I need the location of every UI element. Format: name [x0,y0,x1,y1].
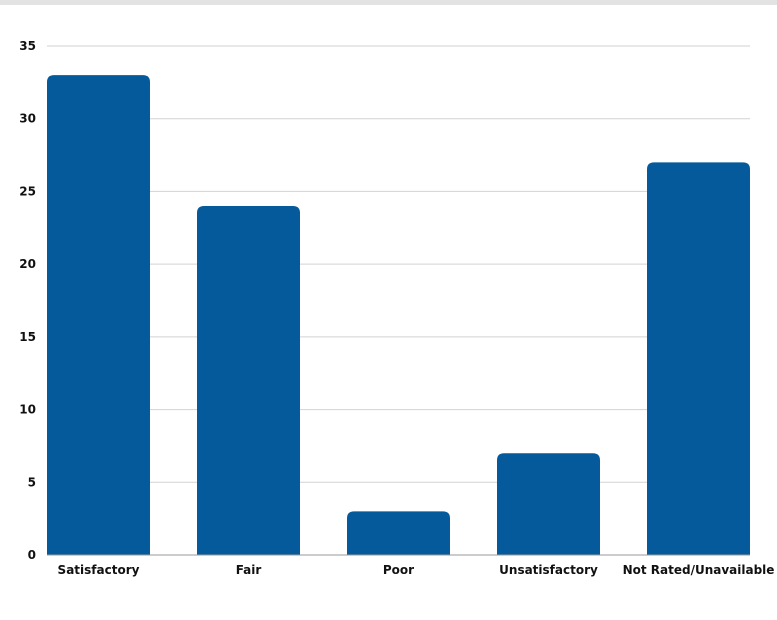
x-category-label: Satisfactory [58,563,140,577]
y-tick-label: 30 [19,112,36,126]
x-category-label: Fair [236,563,262,577]
bar-fair [197,205,300,555]
y-tick-label: 10 [19,403,36,417]
y-axis-ticks: 0 5 10 15 20 25 30 35 [19,39,36,562]
bar-poor [347,511,450,555]
y-tick-label: 35 [19,39,36,53]
y-tick-label: 5 [28,475,36,489]
x-category-label: Poor [383,563,414,577]
x-category-label: Not Rated/Unavailable [623,563,775,577]
x-axis-labels: Satisfactory Fair Poor Unsatisfactory Not Ra… [58,563,775,577]
bar-unsatisfactory [497,453,600,555]
bar-not-rated-unavailable [647,162,750,556]
y-tick-label: 25 [19,184,36,198]
bars [47,75,750,556]
y-tick-label: 20 [19,257,36,271]
y-tick-label: 0 [28,548,36,562]
x-category-label: Unsatisfactory [499,563,598,577]
gridlines [47,45,750,483]
y-tick-label: 15 [19,330,36,344]
bar-satisfactory [47,75,150,555]
top-border-strip [0,0,777,5]
